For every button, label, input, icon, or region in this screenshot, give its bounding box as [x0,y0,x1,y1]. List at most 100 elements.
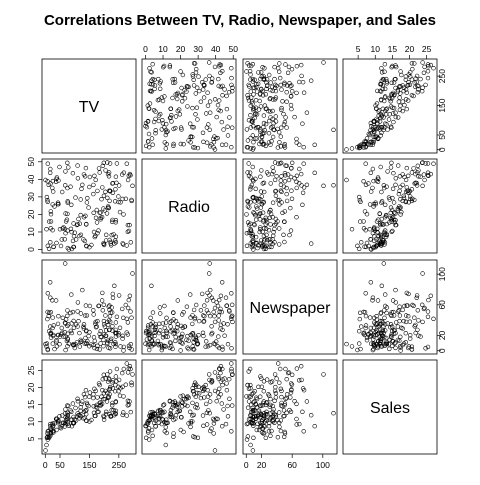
point-sales-newspaper [270,418,275,423]
point-sales-newspaper [269,379,275,384]
point-tv-newspaper [247,68,253,74]
point-sales-radio [148,410,153,415]
point-newspaper-radio [186,338,191,343]
point-sales-radio [208,399,213,404]
point-newspaper-radio [158,328,163,333]
point-sales-newspaper [245,421,251,426]
point-tv-radio [168,106,173,112]
point-newspaper-radio [222,333,227,338]
point-newspaper-tv [77,344,83,349]
point-radio-tv [117,209,123,215]
point-radio-tv [103,189,108,195]
point-sales-newspaper [251,435,256,440]
point-newspaper-tv [101,344,106,349]
point-newspaper-tv [95,343,100,348]
point-sales-newspaper [284,395,289,401]
point-tv-sales [380,83,385,88]
point-newspaper-sales [403,313,409,318]
point-radio-sales [387,197,392,202]
point-tv-radio [190,74,196,79]
point-radio-newspaper [245,204,251,209]
point-newspaper-sales [404,303,409,308]
point-tv-newspaper [262,66,267,71]
point-radio-newspaper [250,238,255,244]
point-tv-radio [162,94,167,99]
point-radio-tv [65,245,71,251]
point-tv-radio [195,117,200,122]
point-radio-sales [425,161,431,166]
point-sales-newspaper [257,427,262,433]
point-newspaper-sales [374,322,379,327]
point-radio-newspaper [278,178,283,183]
point-sales-newspaper [294,401,299,407]
point-radio-newspaper [262,238,267,243]
point-tv-radio [212,147,218,152]
point-sales-tv [66,423,72,428]
point-radio-newspaper [264,170,270,175]
top-axis-tick-label-sales: 5 [356,44,361,54]
point-newspaper-sales [425,309,431,314]
left-axis-tick-label-radio: 0 [26,247,36,252]
point-radio-sales [358,219,363,224]
point-tv-radio [175,92,180,97]
point-newspaper-radio [158,341,163,347]
point-tv-radio [196,74,201,79]
point-sales-newspaper [300,409,305,414]
point-sales-tv [89,417,94,423]
point-tv-newspaper [250,79,256,84]
point-radio-newspaper [279,200,284,205]
point-sales-tv [58,426,64,431]
point-radio-sales [398,197,403,202]
point-sales-tv [59,424,64,429]
point-newspaper-radio [175,329,180,334]
point-newspaper-sales [389,332,394,337]
point-radio-newspaper [283,173,288,178]
point-radio-sales [379,199,385,204]
point-tv-radio [184,89,189,94]
point-newspaper-radio [145,323,151,328]
point-newspaper-radio [167,340,173,345]
point-newspaper-tv [54,338,59,343]
point-newspaper-radio [185,345,190,350]
point-newspaper-tv [116,331,121,336]
panel-newspaper-sales [342,259,438,355]
point-tv-radio [218,84,224,90]
point-sales-tv [56,419,61,424]
point-radio-tv [101,193,107,199]
point-newspaper-sales [414,293,420,298]
point-radio-tv [76,216,81,222]
point-sales-newspaper [263,435,268,440]
point-radio-sales [358,199,363,205]
point-tv-sales [386,117,392,122]
point-sales-radio [219,401,225,406]
point-tv-radio [157,81,163,86]
top-axis-tick-label-radio: 20 [176,44,186,54]
point-tv-sales [415,89,420,95]
point-radio-tv [75,176,81,181]
point-tv-newspaper [248,77,253,82]
point-sales-newspaper [248,394,254,399]
point-newspaper-sales [400,307,405,313]
point-sales-tv [108,414,113,419]
point-tv-newspaper [263,121,269,127]
point-radio-sales [389,229,394,235]
point-tv-radio [214,114,219,120]
point-tv-radio [184,84,190,89]
point-sales-newspaper [264,400,270,405]
point-radio-sales [396,191,402,197]
point-radio-sales [420,160,425,165]
point-radio-tv [64,217,70,222]
point-radio-tv [78,212,83,218]
top-axis-tick-label-radio: 50 [228,44,238,54]
point-tv-newspaper [270,108,275,114]
point-newspaper-tv [50,315,55,320]
point-tv-newspaper [249,63,254,69]
point-tv-sales [398,69,403,74]
panel-radio-sales [342,158,438,254]
point-radio-newspaper [248,187,253,192]
point-radio-sales [379,221,384,226]
point-newspaper-radio [171,310,176,315]
point-sales-newspaper [258,374,263,379]
point-sales-tv [109,403,115,408]
